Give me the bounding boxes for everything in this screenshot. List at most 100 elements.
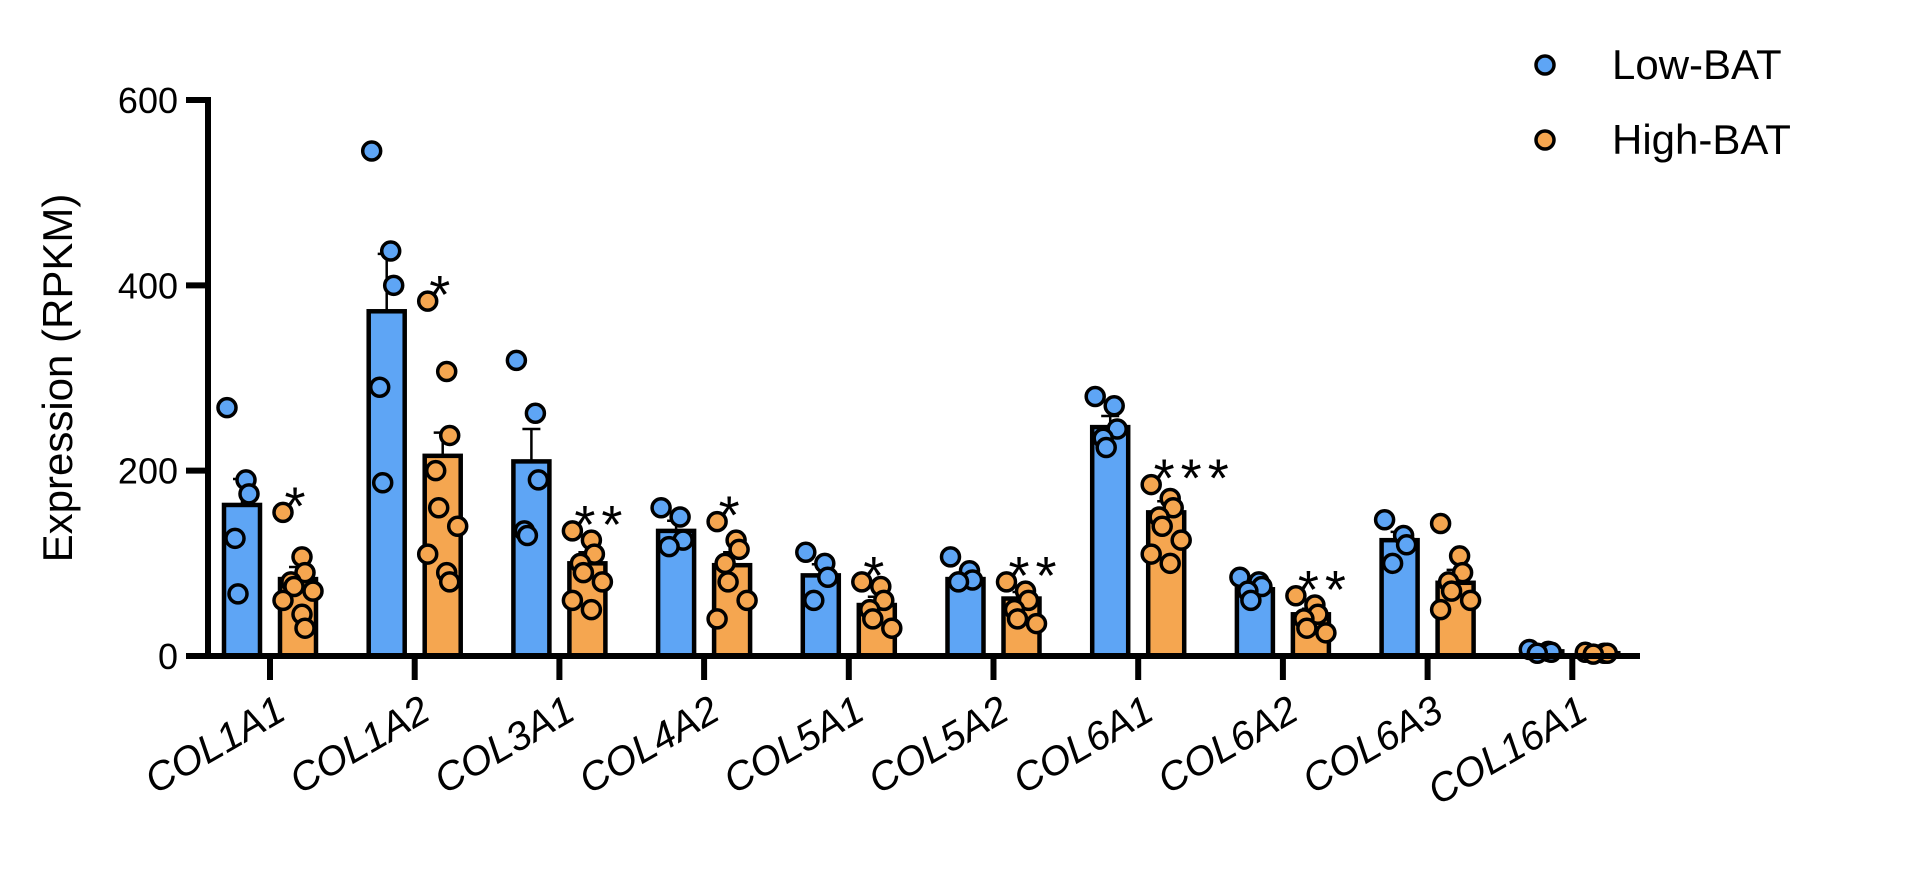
x-tick-label-col3a1: COL3A1 bbox=[427, 688, 582, 803]
point-low-bat-col5a2-3 bbox=[947, 571, 970, 593]
point-high-bat-col1a2-4 bbox=[427, 496, 450, 519]
bar-low-bat-col1a1 bbox=[221, 502, 263, 659]
point-low-bat-col3a1-4 bbox=[516, 524, 539, 547]
point-high-bat-col6a3-4 bbox=[1440, 580, 1463, 602]
x-ticks-layer: COL1A1COL1A2COL3A1COL4A2COL5A1COL5A2COL6… bbox=[138, 656, 1595, 814]
x-tick-label-col5a1: COL5A1 bbox=[716, 688, 871, 803]
point-high-bat-col5a2-4 bbox=[1006, 608, 1029, 630]
point-low-bat-col1a1-3 bbox=[224, 527, 246, 550]
point-high-bat-col5a1-4 bbox=[862, 608, 884, 630]
point-low-bat-col6a3-2 bbox=[1395, 534, 1418, 556]
point-high-bat-col5a2-0 bbox=[995, 571, 1018, 593]
x-tick-label-col5a2: COL5A2 bbox=[861, 688, 1016, 803]
y-axis-label: Expression (RPKM) bbox=[34, 194, 81, 563]
y-ticks-layer: 0 200 400 600 bbox=[118, 80, 208, 677]
point-high-bat-col1a1-6 bbox=[272, 589, 294, 612]
point-high-bat-col4a2-3 bbox=[714, 552, 736, 575]
point-low-bat-col5a1-3 bbox=[803, 589, 825, 612]
point-low-bat-col1a2-1 bbox=[379, 240, 402, 262]
point-high-bat-col6a2-0 bbox=[1285, 585, 1307, 607]
bar-low-bat-col6a1 bbox=[1089, 424, 1131, 659]
point-high-bat-col6a3-5 bbox=[1459, 589, 1482, 612]
x-tick-label-col1a1: COL1A1 bbox=[138, 688, 293, 803]
point-high-bat-col1a2-6 bbox=[416, 543, 439, 565]
point-high-bat-col1a2-1 bbox=[435, 360, 458, 383]
legend: Low-BAT High-BAT bbox=[1534, 41, 1791, 163]
point-low-bat-col3a1-0 bbox=[505, 349, 528, 372]
point-low-bat-col6a1-1 bbox=[1103, 395, 1125, 417]
significance-col5a1: * bbox=[863, 546, 890, 606]
point-low-bat-col1a2-3 bbox=[368, 376, 391, 399]
point-high-bat-col4a2-0 bbox=[706, 510, 728, 533]
point-low-bat-col5a1-0 bbox=[795, 541, 817, 563]
point-high-bat-col6a1-4 bbox=[1151, 515, 1173, 538]
significance-col5a2: ** bbox=[1008, 546, 1062, 606]
point-high-bat-col1a2-3 bbox=[424, 459, 447, 482]
point-high-bat-col5a1-5 bbox=[881, 617, 903, 639]
point-high-bat-col1a2-8 bbox=[438, 571, 461, 593]
legend-item-high-bat: High-BAT bbox=[1534, 116, 1791, 163]
point-high-bat-col1a2-2 bbox=[438, 424, 461, 447]
point-low-bat-col6a1-4 bbox=[1095, 436, 1117, 459]
point-low-bat-col4a2-0 bbox=[650, 496, 672, 519]
point-low-bat-col3a1-1 bbox=[524, 402, 547, 424]
legend-marker-high-bat bbox=[1534, 129, 1556, 151]
y-tick-label-400: 400 bbox=[118, 265, 178, 306]
point-high-bat-col1a2-0 bbox=[416, 290, 439, 312]
axes-layer bbox=[190, 97, 1640, 659]
point-high-bat-col5a1-0 bbox=[851, 571, 873, 593]
point-high-bat-col6a3-1 bbox=[1448, 545, 1471, 567]
x-tick-label-col16a1: COL16A1 bbox=[1421, 688, 1595, 814]
point-low-bat-col3a1-2 bbox=[527, 469, 550, 491]
y-tick-label-200: 200 bbox=[118, 451, 178, 492]
significance-col6a1: *** bbox=[1154, 449, 1235, 509]
point-high-bat-col4a2-2 bbox=[728, 538, 750, 561]
bar-low-bat-col5a1 bbox=[800, 573, 842, 659]
point-high-bat-col6a1-7 bbox=[1159, 552, 1181, 575]
point-low-bat-col6a1-0 bbox=[1084, 385, 1106, 408]
point-high-bat-col1a2-5 bbox=[446, 515, 469, 538]
y-tick-label-0: 0 bbox=[158, 636, 178, 677]
point-high-bat-col6a3-0 bbox=[1429, 512, 1452, 535]
legend-item-low-bat: Low-BAT bbox=[1534, 41, 1782, 88]
point-high-bat-col4a2-6 bbox=[706, 608, 728, 630]
x-tick-label-col1a2: COL1A2 bbox=[282, 688, 437, 803]
significance-col1a2: * bbox=[429, 265, 456, 325]
point-low-bat-col5a2-0 bbox=[939, 546, 962, 568]
bars-layer bbox=[221, 309, 1621, 659]
significance-col4a2: * bbox=[719, 486, 746, 546]
significance-col6a2: ** bbox=[1298, 560, 1352, 620]
point-high-bat-col3a1-6 bbox=[561, 589, 584, 612]
point-low-bat-col6a3-3 bbox=[1381, 552, 1404, 575]
legend-marker-low-bat bbox=[1534, 54, 1556, 76]
point-high-bat-col6a1-6 bbox=[1140, 543, 1162, 565]
point-low-bat-col6a2-4 bbox=[1240, 589, 1262, 612]
points-layer bbox=[216, 140, 1619, 665]
point-high-bat-col3a1-0 bbox=[561, 520, 584, 542]
point-high-bat-col6a1-0 bbox=[1140, 473, 1162, 496]
significance-col1a1: * bbox=[284, 476, 311, 536]
point-high-bat-col5a2-5 bbox=[1025, 612, 1048, 635]
x-tick-label-col4a2: COL4A2 bbox=[572, 688, 727, 803]
point-high-bat-col4a2-5 bbox=[736, 589, 758, 612]
point-low-bat-col1a2-2 bbox=[382, 274, 405, 297]
point-high-bat-col3a1-4 bbox=[572, 561, 595, 584]
legend-label-high-bat: High-BAT bbox=[1612, 116, 1791, 163]
point-low-bat-col4a2-1 bbox=[669, 506, 691, 528]
x-tick-label-col6a1: COL6A1 bbox=[1006, 688, 1161, 803]
bar-low-bat-col5a2 bbox=[945, 576, 986, 659]
point-high-bat-col6a2-5 bbox=[1315, 622, 1337, 644]
point-low-bat-col1a1-0 bbox=[216, 396, 238, 419]
significance-layer: **** ** ******* bbox=[284, 265, 1352, 620]
point-high-bat-col6a2-4 bbox=[1296, 617, 1318, 639]
legend-label-low-bat: Low-BAT bbox=[1612, 41, 1782, 88]
point-low-bat-col1a2-0 bbox=[360, 140, 383, 162]
point-low-bat-col6a3-0 bbox=[1373, 509, 1396, 531]
point-low-bat-col1a1-2 bbox=[238, 483, 260, 505]
point-high-bat-col3a1-5 bbox=[591, 571, 614, 593]
point-high-bat-col6a1-5 bbox=[1170, 529, 1192, 551]
point-low-bat-col1a1-4 bbox=[227, 583, 249, 605]
point-high-bat-col3a1-7 bbox=[580, 598, 603, 621]
point-high-bat-col4a2-4 bbox=[717, 571, 739, 593]
